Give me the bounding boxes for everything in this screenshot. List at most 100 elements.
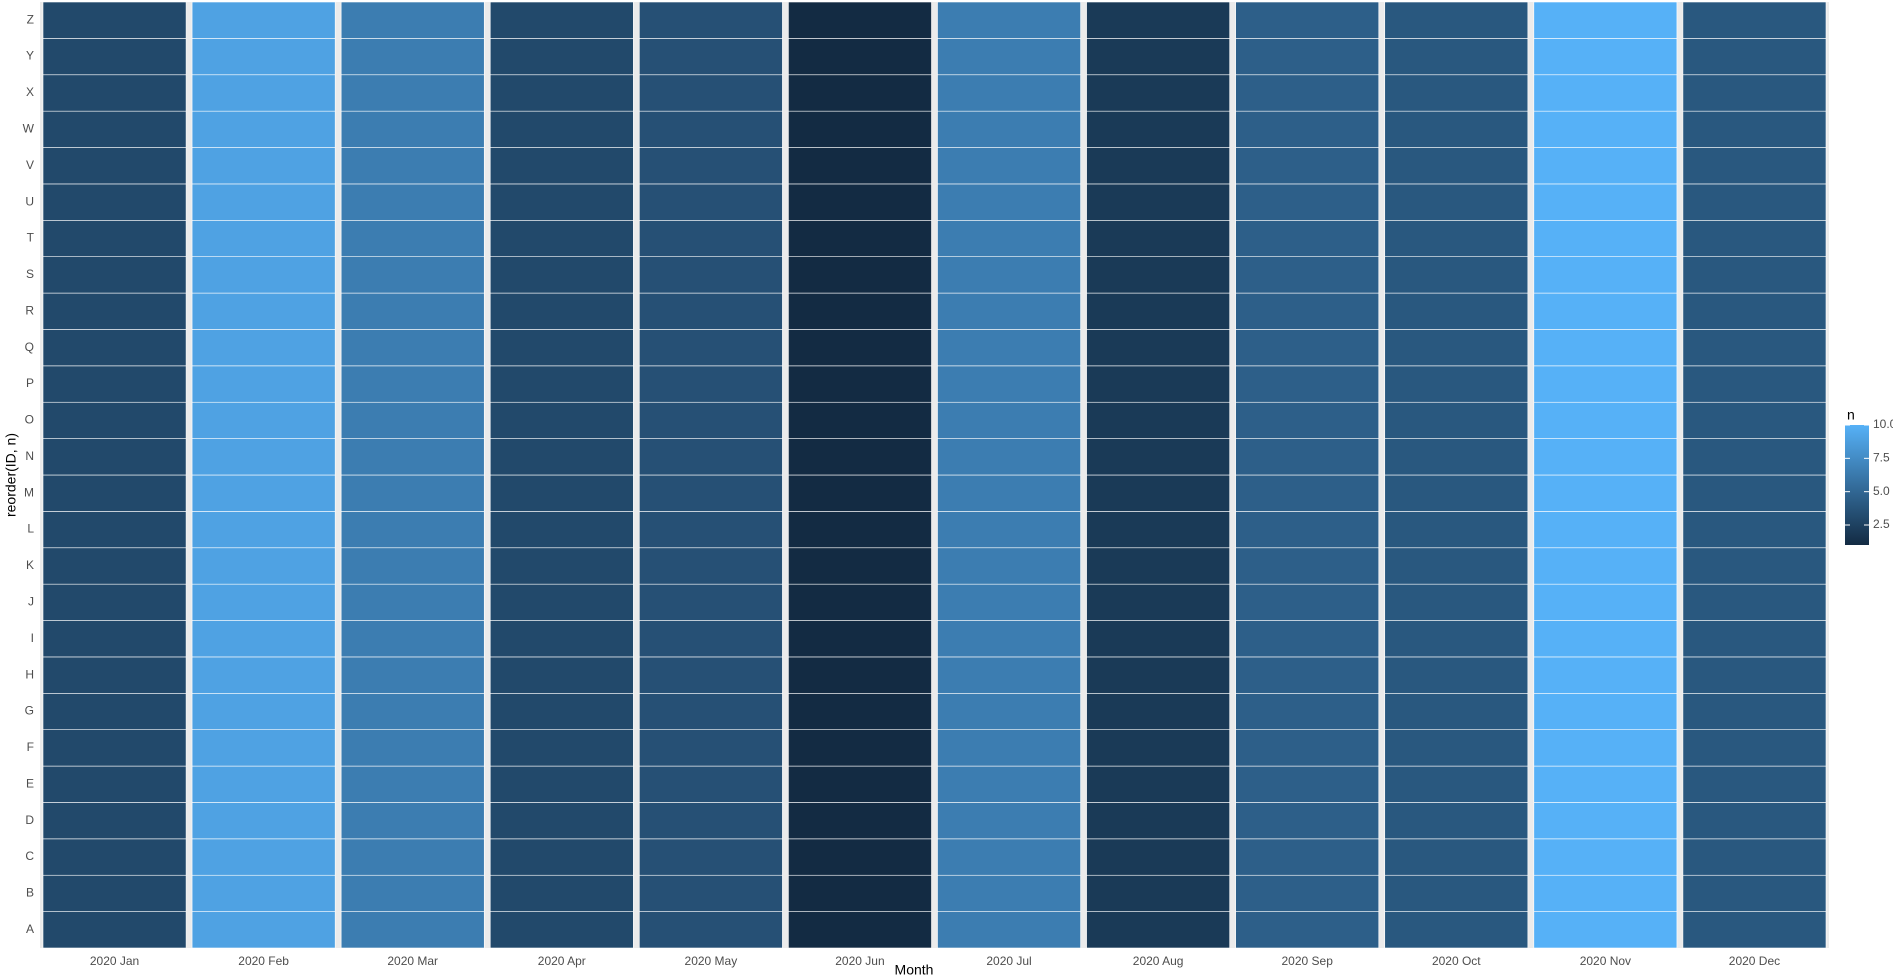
- tile: [340, 511, 485, 549]
- tile: [1235, 401, 1380, 439]
- tile: [1086, 1, 1230, 39]
- tile: [788, 547, 932, 585]
- tile: [788, 729, 932, 767]
- tile: [42, 474, 187, 512]
- tile: [1235, 656, 1380, 694]
- tile: [489, 765, 634, 803]
- tile: [191, 1, 336, 39]
- tile: [1384, 729, 1529, 767]
- tile: [1384, 511, 1529, 549]
- tile: [937, 838, 1081, 876]
- tile: [1384, 620, 1529, 658]
- tile: [937, 583, 1081, 621]
- tile: [788, 838, 932, 876]
- tile: [1533, 147, 1678, 185]
- tile: [1682, 401, 1827, 439]
- x-tick-label: 2020 Jan: [90, 954, 139, 968]
- tile: [191, 911, 336, 949]
- tile: [937, 38, 1081, 76]
- tile: [1235, 1, 1380, 39]
- tile: [340, 147, 485, 185]
- tile: [1384, 38, 1529, 76]
- y-tick-label: N: [25, 449, 34, 463]
- tile: [1682, 911, 1827, 949]
- tile: [340, 620, 485, 658]
- tile: [1235, 292, 1380, 330]
- tile: [340, 110, 485, 148]
- tile: [1533, 547, 1678, 585]
- tile: [340, 729, 485, 767]
- tile: [1682, 147, 1827, 185]
- tile: [489, 547, 634, 585]
- tile: [1235, 547, 1380, 585]
- y-tick-label: T: [27, 231, 35, 245]
- tile: [1682, 547, 1827, 585]
- tile: [1682, 874, 1827, 912]
- tile: [42, 147, 187, 185]
- tile: [1384, 838, 1529, 876]
- tile: [489, 147, 634, 185]
- legend-title: n: [1847, 407, 1855, 423]
- tile: [937, 329, 1081, 367]
- tile: [42, 110, 187, 148]
- tile: [489, 329, 634, 367]
- tile: [340, 911, 485, 949]
- tile: [1682, 292, 1827, 330]
- tile: [42, 693, 187, 730]
- tile: [340, 256, 485, 294]
- tile: [340, 547, 485, 585]
- tile: [937, 874, 1081, 912]
- tile: [1384, 292, 1529, 330]
- y-axis-title: reorder(ID, n): [3, 433, 19, 517]
- tile: [1384, 1, 1529, 39]
- tile: [1235, 729, 1380, 767]
- tile: [788, 38, 932, 76]
- tile: [937, 547, 1081, 585]
- tile: [340, 474, 485, 512]
- tile: [489, 1, 634, 39]
- tile: [1533, 38, 1678, 76]
- tile: [1235, 511, 1380, 549]
- tile: [1384, 220, 1529, 257]
- tile: [1086, 401, 1230, 439]
- tile: [1235, 329, 1380, 367]
- tile: [1533, 802, 1678, 840]
- tile: [191, 147, 336, 185]
- tile: [42, 656, 187, 694]
- tile: [42, 401, 187, 439]
- tile: [1235, 802, 1380, 840]
- tile: [1086, 838, 1230, 876]
- tile: [639, 220, 783, 257]
- tile: [937, 220, 1081, 257]
- tile: [1235, 620, 1380, 658]
- tile: [1086, 74, 1230, 112]
- tile: [1384, 147, 1529, 185]
- tile: [1235, 220, 1380, 257]
- y-tick-label: B: [26, 886, 34, 900]
- tile: [489, 474, 634, 512]
- tile: [788, 1, 932, 39]
- tile: [1086, 765, 1230, 803]
- tile: [1384, 438, 1529, 476]
- tile: [191, 220, 336, 257]
- tile: [788, 147, 932, 185]
- x-tick-label: 2020 Aug: [1133, 954, 1184, 968]
- tile: [1086, 38, 1230, 76]
- tile: [191, 329, 336, 367]
- tile: [1235, 838, 1380, 876]
- tile: [639, 401, 783, 439]
- tile: [1235, 474, 1380, 512]
- tile: [489, 256, 634, 294]
- y-tick-label: H: [25, 667, 34, 681]
- tile: [1533, 110, 1678, 148]
- y-tick-label: I: [31, 631, 34, 645]
- y-tick-label: P: [26, 376, 34, 390]
- tile: [340, 329, 485, 367]
- tile: [489, 438, 634, 476]
- tile: [1086, 110, 1230, 148]
- tile: [191, 110, 336, 148]
- tile: [489, 620, 634, 658]
- tile: [1682, 474, 1827, 512]
- tile: [191, 547, 336, 585]
- tile: [1682, 110, 1827, 148]
